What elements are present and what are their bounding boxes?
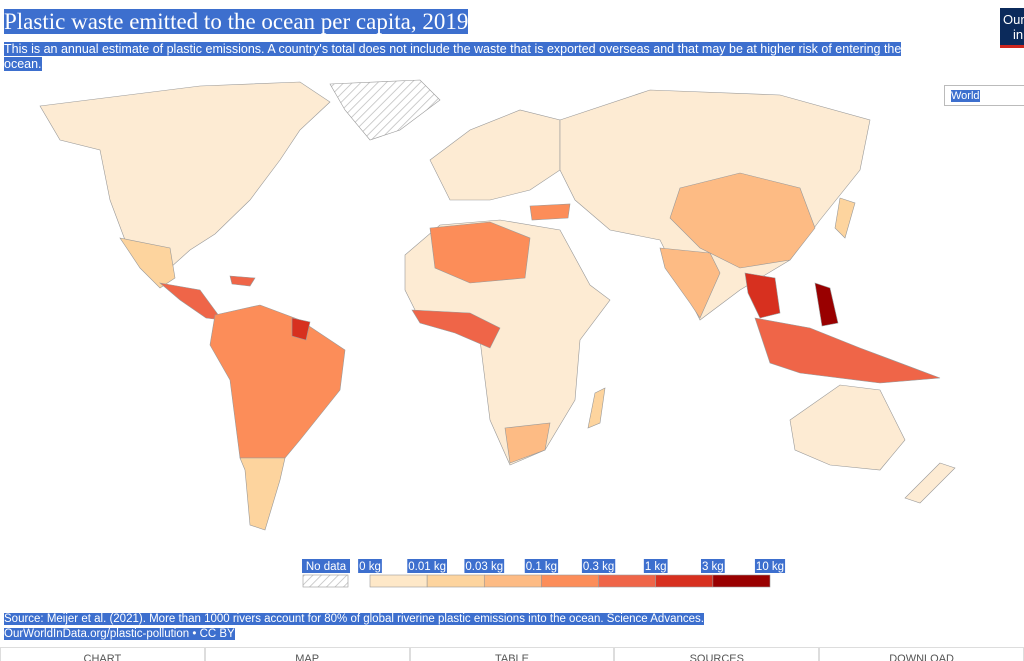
label-highlight (302, 559, 350, 573)
label-highlight (524, 559, 559, 573)
footer: Source: Meijer et al. (2021). More than … (4, 612, 704, 642)
legend: No data 0 kg 0.01 kg 0.03 kg 0.1 kg 0.3 kg 1 k… (302, 559, 786, 588)
title: Plastic waste emitted to the ocean per c… (4, 8, 469, 36)
legend-label: 3 kg (702, 561, 724, 573)
source-text: Source: Meijer et al. (2021). More than … (4, 613, 704, 625)
logo-text: Our (1003, 12, 1024, 27)
south-america (209, 304, 346, 459)
legend-swatch (655, 574, 714, 588)
mexico (119, 237, 176, 289)
world-map (39, 79, 956, 531)
southern-africa (504, 422, 551, 464)
madagascar (587, 387, 606, 429)
tab-bar: CHART MAP TABLE SOURCES DOWNLOAD (0, 647, 1024, 661)
no-data-swatch (302, 574, 349, 588)
india (659, 247, 721, 319)
legend-swatch (369, 574, 428, 588)
region-text: World (951, 90, 980, 102)
central-america (158, 282, 223, 321)
guyana (291, 317, 311, 341)
north-america (39, 81, 331, 269)
tab[interactable]: DOWNLOAD (819, 647, 1024, 661)
north-africa (429, 221, 531, 284)
legend-swatch (483, 574, 542, 588)
tab[interactable]: TABLE (409, 647, 615, 661)
logo[interactable]: Our in (1000, 8, 1024, 48)
japan (834, 197, 856, 239)
legend-label: 0.03 kg (465, 561, 503, 573)
label-highlight (700, 559, 725, 573)
new-zealand (904, 462, 956, 504)
region-select[interactable]: World (944, 85, 1024, 106)
legend-label: 0 kg (359, 561, 381, 573)
greenland (329, 79, 441, 141)
europe (429, 109, 561, 201)
subtitle-text: This is an annual estimate of plastic em… (4, 42, 902, 71)
title-text: Plastic waste emitted to the ocean per c… (4, 9, 469, 34)
legend-swatch (598, 574, 657, 588)
legend-swatch (541, 574, 599, 588)
southeast-asia (744, 272, 781, 319)
label-highlight (407, 559, 448, 573)
subtitle: This is an annual estimate of plastic em… (4, 42, 934, 72)
tab[interactable]: SOURCES (614, 647, 820, 661)
australia (789, 384, 906, 471)
label-highlight (581, 559, 616, 573)
legend-label: 10 kg (756, 561, 784, 573)
legend-label: 1 kg (645, 561, 667, 573)
label-highlight (358, 559, 382, 573)
logo-text: in (1013, 27, 1024, 42)
indonesia (754, 317, 941, 384)
west-africa (411, 309, 501, 349)
legend-swatch (426, 574, 485, 588)
legend-label: No data (306, 561, 347, 573)
china (669, 172, 816, 269)
legend-label: 0.01 kg (408, 561, 446, 573)
philippines (814, 282, 839, 327)
caribbean (229, 275, 256, 287)
legend-label: 0.1 kg (526, 561, 557, 573)
tab[interactable]: CHART (0, 647, 205, 661)
turkey (529, 203, 571, 221)
footer-link[interactable]: OurWorldInData.org/plastic-pollution • C… (4, 628, 235, 640)
label-highlight (643, 559, 668, 573)
label-highlight (464, 559, 505, 573)
legend-swatch (712, 574, 771, 588)
legend-label: 0.3 kg (583, 561, 614, 573)
label-highlight (754, 559, 786, 573)
southern-cone (239, 457, 286, 531)
tab[interactable]: MAP (204, 647, 410, 661)
